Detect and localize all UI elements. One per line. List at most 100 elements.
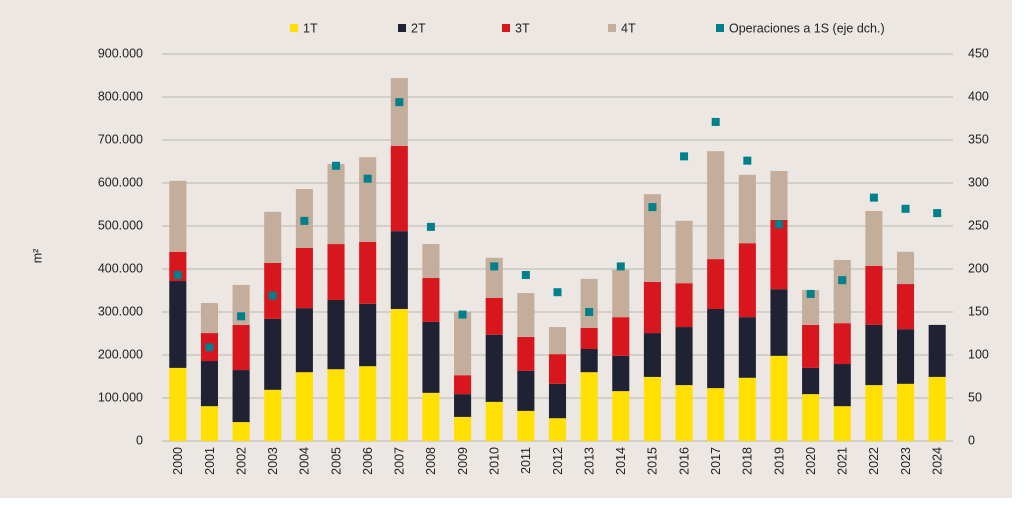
bar-segment <box>865 385 883 441</box>
bar-segment <box>833 259 851 324</box>
bar-segment <box>232 422 250 441</box>
bar-segment <box>675 220 693 284</box>
bar-segment <box>548 354 567 384</box>
scatter-point <box>585 308 594 316</box>
bar-segment <box>580 372 598 441</box>
scatter-point <box>616 262 625 271</box>
bar-segment <box>295 308 313 373</box>
bar-segment <box>770 289 788 356</box>
x-tick-label: 2012 <box>551 447 565 475</box>
scatter-point <box>806 289 815 298</box>
y-tick-label: 800.000 <box>98 89 143 103</box>
bar-segment <box>232 324 250 371</box>
bar-segment <box>707 308 725 389</box>
bar-segment <box>865 210 883 266</box>
legend-swatch <box>502 24 510 32</box>
y2-tick-label: 400 <box>968 89 989 103</box>
bar-segment <box>548 383 567 419</box>
bar-segment <box>643 376 661 441</box>
x-tick-label: 2016 <box>677 447 691 475</box>
y2-tick-label: 450 <box>968 46 989 60</box>
x-tick-label: 2000 <box>171 447 185 475</box>
bar-segment <box>770 219 788 290</box>
bar-segment <box>802 367 820 395</box>
scatter-point <box>838 276 847 285</box>
y-axis-label: m² <box>30 249 44 264</box>
bar-segment <box>707 388 725 441</box>
legend-label: 4T <box>621 21 636 35</box>
bar-segment <box>517 293 535 337</box>
bar-segment <box>422 392 440 441</box>
legend-label: 1T <box>303 21 318 35</box>
y-tick-label: 300.000 <box>98 304 143 318</box>
bar-segment <box>390 231 408 309</box>
legend-swatch <box>290 24 298 32</box>
scatter-point <box>869 193 878 202</box>
bar-segment <box>200 406 219 441</box>
x-tick-label: 2023 <box>899 447 913 475</box>
legend-label: 2T <box>411 21 426 35</box>
x-tick-label: 2021 <box>836 447 850 475</box>
y2-tick-label: 350 <box>968 132 989 146</box>
background <box>0 0 1012 498</box>
bar-segment <box>896 383 915 441</box>
y2-tick-label: 200 <box>968 261 989 275</box>
y2-tick-label: 50 <box>968 390 982 404</box>
bar-segment <box>517 336 535 371</box>
bar-segment <box>327 299 345 370</box>
bar-segment <box>928 376 946 441</box>
bar-segment <box>327 244 345 300</box>
x-tick-label: 2002 <box>234 447 248 475</box>
bar-segment <box>770 355 788 441</box>
bar-segment <box>390 146 408 232</box>
scatter-point <box>332 161 341 170</box>
bar-segment <box>295 247 313 309</box>
bar-segment <box>833 406 851 441</box>
bar-segment <box>422 321 440 393</box>
bar-segment <box>896 251 915 285</box>
bar-segment <box>802 324 820 368</box>
scatter-point <box>268 291 277 300</box>
bar-segment <box>390 308 408 441</box>
scatter-point <box>458 310 467 319</box>
x-tick-label: 2020 <box>804 447 818 475</box>
legend-swatch <box>608 24 616 32</box>
y2-tick-label: 100 <box>968 347 989 361</box>
scatter-point <box>490 262 499 271</box>
scatter-point <box>711 117 720 126</box>
bar-segment <box>833 364 851 407</box>
y-tick-label: 200.000 <box>98 347 143 361</box>
x-tick-label: 2004 <box>298 447 312 475</box>
x-tick-label: 2022 <box>867 447 881 475</box>
y-tick-label: 100.000 <box>98 390 143 404</box>
bar-segment <box>264 318 282 390</box>
bar-segment <box>359 366 377 441</box>
bar-segment <box>675 385 693 441</box>
bar-segment <box>169 367 187 441</box>
scatter-point <box>205 343 214 352</box>
scatter-point <box>774 220 783 229</box>
scatter-point <box>901 204 910 213</box>
bar-segment <box>738 377 756 441</box>
bar-segment <box>169 251 187 282</box>
y2-tick-label: 300 <box>968 175 989 189</box>
bar-segment <box>485 257 503 298</box>
x-tick-label: 2001 <box>203 447 217 475</box>
bar-segment <box>865 265 883 325</box>
bar-segment <box>675 283 693 328</box>
y2-tick-label: 150 <box>968 304 989 318</box>
bar-segment <box>580 348 598 373</box>
bar-segment <box>454 312 472 376</box>
bar-segment <box>738 243 756 318</box>
x-tick-label: 2006 <box>361 447 375 475</box>
x-tick-label: 2010 <box>488 447 502 475</box>
bar-segment <box>738 174 756 244</box>
x-tick-label: 2009 <box>456 447 470 475</box>
bar-segment <box>580 278 598 328</box>
bar-segment <box>327 164 345 245</box>
scatter-point <box>300 216 309 225</box>
x-tick-label: 2007 <box>393 447 407 475</box>
bar-segment <box>548 418 567 441</box>
bar-segment <box>896 284 915 330</box>
bar-segment <box>643 333 661 377</box>
